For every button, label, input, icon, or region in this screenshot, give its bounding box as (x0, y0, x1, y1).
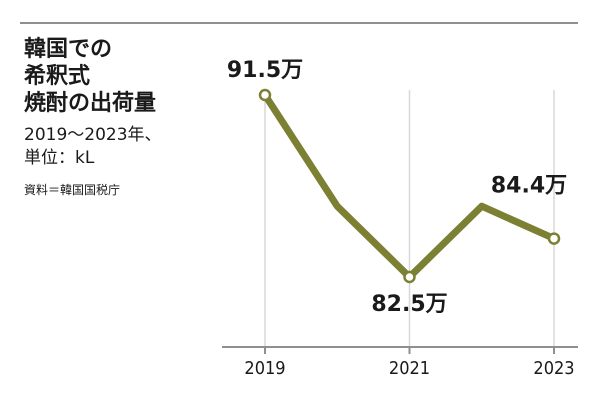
subtitle-line-2: 単位：kL (24, 148, 95, 168)
x-tick-label-2021: 2021 (389, 358, 430, 379)
x-tick-label-2023: 2023 (533, 358, 574, 379)
data-label-2023: 84.4万 (491, 174, 567, 199)
data-label-2021: 82.5万 (371, 292, 447, 317)
title-line-2: 希釈式 (24, 64, 91, 89)
data-point-2019 (258, 88, 272, 102)
top-rule (20, 22, 578, 24)
subtitle-line-1: 2019〜2023年、 (24, 125, 162, 145)
title-line-3: 焼酎の出荷量 (24, 91, 157, 116)
x-tick-label-2019: 2019 (244, 358, 285, 379)
source-note: 資料＝韓国国税庁 (24, 183, 121, 197)
title-line-1: 韓国での (24, 37, 113, 62)
chart-subtitle: 2019〜2023年、 単位：kL (24, 124, 162, 170)
data-point-2023 (547, 232, 561, 245)
data-point-2021 (403, 270, 416, 284)
data-label-2019: 91.5万 (227, 58, 303, 83)
chart-title: 韓国での 希釈式 焼酎の出荷量 (24, 36, 156, 117)
